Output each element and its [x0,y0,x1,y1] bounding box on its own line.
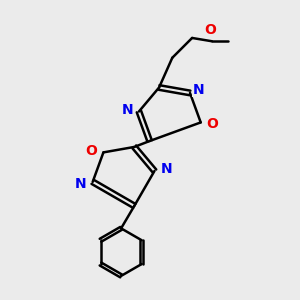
Text: N: N [193,82,204,97]
Text: N: N [75,176,87,190]
Text: O: O [85,144,98,158]
Text: O: O [207,117,218,131]
Text: O: O [204,23,216,37]
Text: N: N [121,103,133,117]
Text: N: N [160,162,172,176]
